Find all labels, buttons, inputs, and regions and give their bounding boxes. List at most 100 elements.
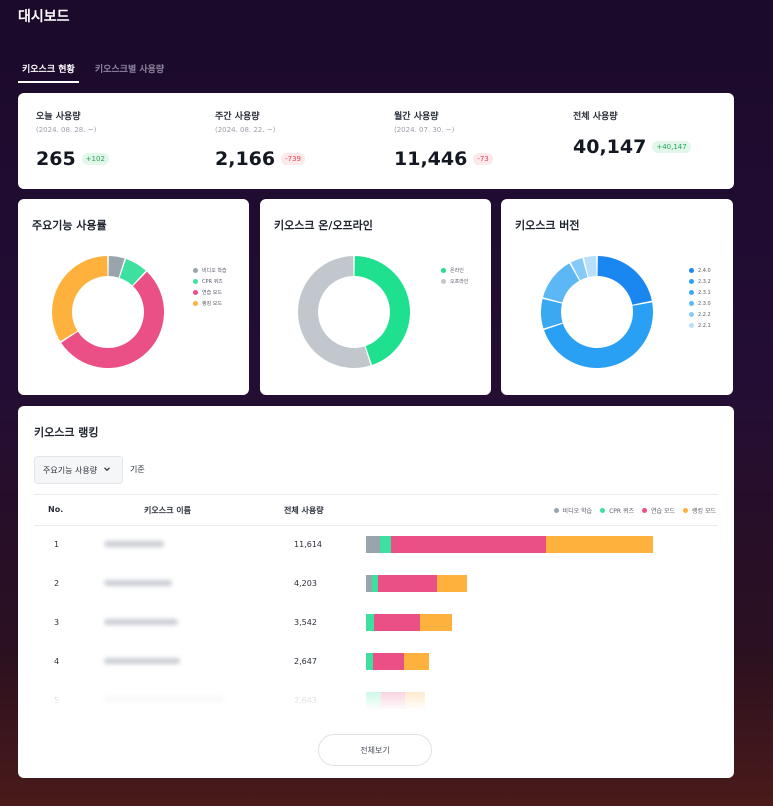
tab-kiosk-usage[interactable]: 키오스크별 사용량 [94,65,165,75]
delta-badge: +102 [81,153,109,165]
donut-slice [544,302,653,369]
page-title: 대시보드 [18,9,70,25]
kiosk-version-donut [541,256,653,369]
legend-label: 2.3.0 [698,300,711,307]
legend-swatch [193,268,198,273]
chevron-down-icon [103,465,111,475]
usage-stacked-bar [366,575,468,592]
card-title: 키오스크 랭킹 [34,426,99,439]
stat-weekly: 주간 사용량 (2024. 08. 22. ~) 2,166 -739 [197,93,376,189]
legend: 2.4.0 2.3.2 2.3.1 2.3.0 2.2.2 2.2.1 [689,265,711,331]
legend-swatch [689,323,694,328]
stat-date: (2024. 08. 22. ~) [215,126,276,134]
usage-stacked-bar [366,536,653,553]
stat-value: 11,446 [394,148,468,170]
donut-slice [108,256,125,278]
table-row[interactable]: 3 3,542 [34,606,718,644]
table-row[interactable]: 1 11,614 [34,528,718,566]
legend-label: 오프라인 [450,279,469,285]
legend-swatch [441,279,446,284]
legend-label: 연습 모드 [651,508,675,515]
select-value: 주요기능 사용량 [43,465,98,475]
legend-label: CPR 퀴즈 [609,508,634,515]
stat-value: 40,147 [573,136,647,158]
kiosk-version-card: 키오스크 버전 2.4.0 2.3.2 2.3.1 2.3.0 2.2.2 2.2.1 [501,199,733,395]
legend-label: 비디오 학습 [202,268,227,274]
list-fade [18,684,734,724]
row-total: 11,614 [294,540,322,549]
donut-slice [597,256,652,305]
tab-kiosk-status[interactable]: 키오스크 현황 [18,60,79,83]
legend-label: 2.2.1 [698,322,711,329]
legend-item: CPR 퀴즈 [600,506,634,515]
legend-item: 비디오 학습 [553,506,592,515]
usage-stacked-bar [366,653,430,670]
donut-slice [354,256,410,365]
bar-segment [366,575,373,592]
kiosk-name-redacted [104,580,172,586]
stat-monthly: 월간 사용량 (2024. 07. 30. ~) 11,446 -73 [376,93,555,189]
row-rank: 1 [54,540,60,549]
bar-segment [366,536,381,553]
card-title: 주요기능 사용률 [32,219,107,232]
legend-label: 온라인 [450,268,464,274]
usage-stacked-bar [366,614,453,631]
donut-slice [52,256,108,342]
donut-slice [570,257,588,281]
bar-segment [366,653,374,670]
bar-segment [419,614,453,631]
legend-item: 비디오 학습 [193,265,227,276]
legend-swatch [193,279,198,284]
legend-swatch [441,268,446,273]
stat-today: 오늘 사용량 (2024. 08. 28. ~) 265 +102 [18,93,197,189]
bar-segment [374,614,420,631]
delta-badge: -739 [281,153,305,165]
col-total: 전체 사용량 [284,506,324,515]
row-rank: 2 [54,579,60,588]
feature-usage-card: 주요기능 사용률 비디오 학습 CPR 퀴즈 연습 모드 랭킹 모드 [18,199,249,395]
col-no: No. [48,505,64,514]
legend-item: 2.3.2 [689,276,711,287]
legend-item: 랭킹 모드 [193,298,227,309]
bar-segment [404,653,430,670]
row-total: 2,647 [294,657,317,666]
legend-label: 2.3.1 [698,289,711,296]
row-total: 3,542 [294,618,317,627]
bar-segment [436,575,468,592]
legend-item: 온라인 [441,265,468,276]
row-rank: 4 [54,657,60,666]
bar-segment [546,536,653,553]
row-rank: 3 [54,618,60,627]
donut-slice [541,298,563,329]
legend-item: 연습 모드 [642,506,675,515]
stat-date: (2024. 07. 30. ~) [394,126,455,134]
view-all-button[interactable]: 전체보기 [318,734,432,766]
card-title: 키오스크 온/오프라인 [274,219,373,232]
stat-value: 2,166 [215,148,276,170]
donut-slice [298,256,371,368]
delta-badge: -73 [473,153,493,165]
legend-item: 2.3.0 [689,298,711,309]
stat-value: 265 [36,148,76,170]
table-row[interactable]: 4 2,647 [34,645,718,683]
legend-swatch [689,312,694,317]
table-row[interactable]: 2 4,203 [34,567,718,605]
bar-segment [366,614,375,631]
legend: 비디오 학습 CPR 퀴즈 연습 모드 랭킹 모드 [193,265,227,309]
stat-label: 오늘 사용량 [36,112,81,122]
kiosk-name-redacted [104,658,180,664]
tab-bar: 키오스크 현황 키오스크별 사용량 [18,60,168,83]
legend-item: 2.2.2 [689,309,711,320]
legend-swatch [193,301,198,306]
criteria-select[interactable]: 주요기능 사용량 [34,456,123,484]
stat-total: 전체 사용량 40,147 +40,147 [555,93,734,189]
legend-label: 연습 모드 [202,290,222,296]
select-suffix: 기준 [130,465,145,474]
table-header: No. 키오스크 이름 전체 사용량 비디오 학습 CPR 퀴즈 연습 모드 랭… [34,494,718,526]
legend-label: 랭킹 모드 [202,301,222,307]
card-title: 키오스크 버전 [515,219,580,232]
legend-label: 랭킹 모드 [692,508,716,515]
legend-item: 2.4.0 [689,265,711,276]
